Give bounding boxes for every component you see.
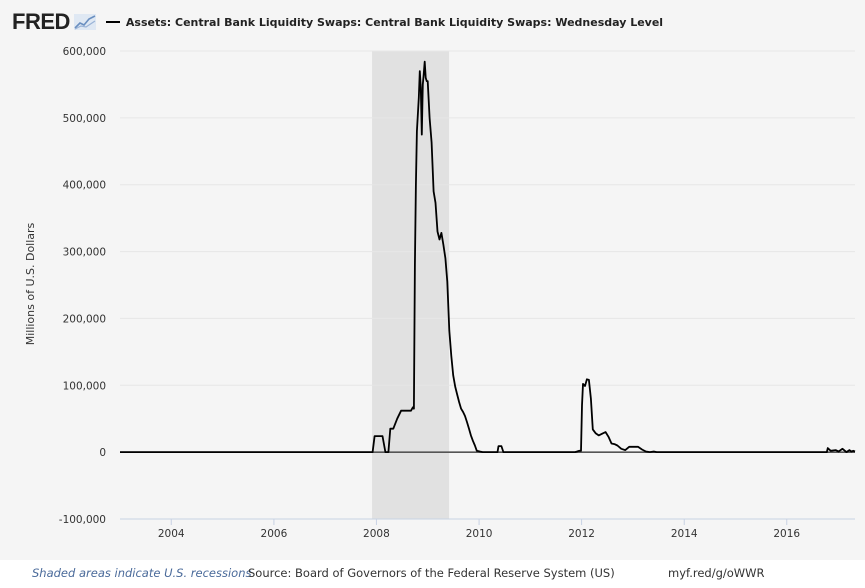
chart-header: FRED Assets: Central Bank Liquidity Swap… xyxy=(12,8,663,36)
recession-note: Shaded areas indicate U.S. recessions xyxy=(32,566,252,580)
x-tick-label: 2006 xyxy=(261,528,288,540)
source-note: Source: Board of Governors of the Federa… xyxy=(248,566,615,580)
recession-band xyxy=(372,51,450,519)
y-tick-label: 200,000 xyxy=(63,313,106,325)
y-tick-label: 600,000 xyxy=(63,46,106,58)
legend-series-title: Assets: Central Bank Liquidity Swaps: Ce… xyxy=(125,15,664,29)
recession-shading xyxy=(372,51,450,519)
x-tick-label: 2004 xyxy=(158,528,185,540)
line-chart: -100,000 0 100,000 200,000 300,000 400,000 500… xyxy=(24,46,856,540)
legend-line-swatch xyxy=(105,21,120,23)
x-tick-label: 2014 xyxy=(671,528,698,540)
short-url-link[interactable]: myf.red/g/oWWR xyxy=(668,566,765,580)
x-axis: 2004 2006 2008 2010 2012 2014 2016 xyxy=(120,518,855,540)
series-line xyxy=(120,60,856,454)
y-tick-label: 300,000 xyxy=(63,247,106,259)
series-lines xyxy=(120,60,856,454)
gridlines xyxy=(120,50,855,520)
fred-logo-graph-icon xyxy=(73,14,96,30)
y-tick-label: -100,000 xyxy=(59,514,106,526)
fred-logo[interactable]: FRED xyxy=(12,9,70,34)
y-tick-label: 0 xyxy=(99,447,106,459)
x-tick-label: 2008 xyxy=(363,528,390,540)
y-tick-label: 400,000 xyxy=(63,180,106,192)
y-tick-label: 100,000 xyxy=(63,380,106,392)
y-axis-label: Millions of U.S. Dollars xyxy=(24,222,37,345)
y-axis: -100,000 0 100,000 200,000 300,000 400,000 500… xyxy=(59,46,106,526)
x-tick-label: 2010 xyxy=(466,528,493,540)
y-tick-label: 500,000 xyxy=(63,113,106,125)
x-tick-label: 2012 xyxy=(568,528,595,540)
x-tick-label: 2016 xyxy=(773,528,800,540)
